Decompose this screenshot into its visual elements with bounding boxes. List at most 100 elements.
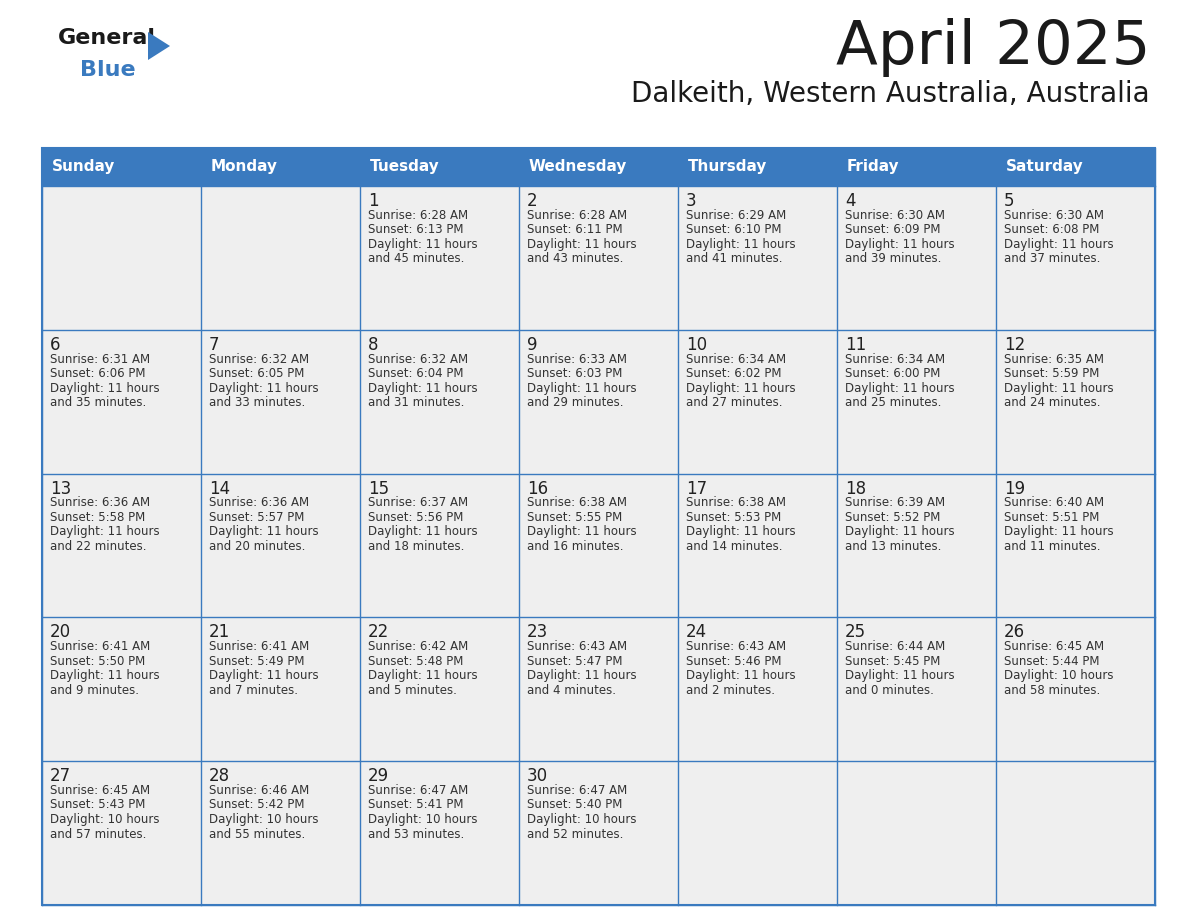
Text: Sunset: 5:55 PM: Sunset: 5:55 PM bbox=[527, 511, 623, 524]
Text: 3: 3 bbox=[685, 192, 696, 210]
Text: and 58 minutes.: and 58 minutes. bbox=[1004, 684, 1100, 697]
Text: Sunset: 5:40 PM: Sunset: 5:40 PM bbox=[527, 799, 623, 812]
Text: Sunrise: 6:35 AM: Sunrise: 6:35 AM bbox=[1004, 353, 1104, 365]
Text: and 43 minutes.: and 43 minutes. bbox=[527, 252, 624, 265]
Text: April 2025: April 2025 bbox=[835, 18, 1150, 77]
Text: and 13 minutes.: and 13 minutes. bbox=[845, 540, 941, 553]
Bar bbox=[996, 618, 1155, 761]
Text: Sunset: 6:03 PM: Sunset: 6:03 PM bbox=[527, 367, 623, 380]
Text: Sunrise: 6:45 AM: Sunrise: 6:45 AM bbox=[50, 784, 150, 797]
Text: Sunset: 6:00 PM: Sunset: 6:00 PM bbox=[845, 367, 941, 380]
Text: and 35 minutes.: and 35 minutes. bbox=[50, 396, 146, 409]
Text: 18: 18 bbox=[845, 479, 866, 498]
Text: General: General bbox=[58, 28, 156, 48]
Text: 14: 14 bbox=[209, 479, 230, 498]
Text: Daylight: 11 hours: Daylight: 11 hours bbox=[209, 382, 318, 395]
Bar bbox=[42, 186, 201, 330]
Text: 19: 19 bbox=[1004, 479, 1025, 498]
Text: Sunset: 5:57 PM: Sunset: 5:57 PM bbox=[209, 511, 304, 524]
Bar bbox=[360, 618, 519, 761]
Text: Sunrise: 6:34 AM: Sunrise: 6:34 AM bbox=[685, 353, 786, 365]
Bar bbox=[42, 761, 201, 905]
Text: Sunrise: 6:40 AM: Sunrise: 6:40 AM bbox=[1004, 497, 1104, 509]
Text: Sunrise: 6:28 AM: Sunrise: 6:28 AM bbox=[368, 208, 468, 222]
Text: 9: 9 bbox=[527, 336, 537, 353]
Text: and 16 minutes.: and 16 minutes. bbox=[527, 540, 624, 553]
Text: and 53 minutes.: and 53 minutes. bbox=[368, 827, 465, 841]
Text: Sunrise: 6:37 AM: Sunrise: 6:37 AM bbox=[368, 497, 468, 509]
Text: Sunset: 5:50 PM: Sunset: 5:50 PM bbox=[50, 655, 145, 667]
Text: Daylight: 11 hours: Daylight: 11 hours bbox=[527, 669, 637, 682]
Text: Daylight: 11 hours: Daylight: 11 hours bbox=[368, 382, 478, 395]
Bar bbox=[838, 474, 996, 618]
Bar bbox=[42, 148, 1155, 905]
Text: Blue: Blue bbox=[80, 60, 135, 80]
Text: Sunrise: 6:41 AM: Sunrise: 6:41 AM bbox=[50, 640, 150, 654]
Text: and 27 minutes.: and 27 minutes. bbox=[685, 396, 783, 409]
Text: Daylight: 11 hours: Daylight: 11 hours bbox=[368, 238, 478, 251]
Text: Sunset: 5:51 PM: Sunset: 5:51 PM bbox=[1004, 511, 1099, 524]
Text: and 41 minutes.: and 41 minutes. bbox=[685, 252, 783, 265]
Bar bbox=[519, 618, 678, 761]
Text: Daylight: 11 hours: Daylight: 11 hours bbox=[209, 525, 318, 538]
Text: Sunrise: 6:30 AM: Sunrise: 6:30 AM bbox=[845, 208, 944, 222]
Text: Daylight: 11 hours: Daylight: 11 hours bbox=[50, 525, 159, 538]
Text: Daylight: 11 hours: Daylight: 11 hours bbox=[527, 238, 637, 251]
Text: and 57 minutes.: and 57 minutes. bbox=[50, 827, 146, 841]
Text: 22: 22 bbox=[368, 623, 390, 642]
Text: Sunrise: 6:38 AM: Sunrise: 6:38 AM bbox=[685, 497, 786, 509]
Text: Sunset: 5:45 PM: Sunset: 5:45 PM bbox=[845, 655, 941, 667]
Text: 17: 17 bbox=[685, 479, 707, 498]
Text: Sunset: 6:09 PM: Sunset: 6:09 PM bbox=[845, 223, 941, 236]
Bar bbox=[519, 186, 678, 330]
Text: Sunset: 6:02 PM: Sunset: 6:02 PM bbox=[685, 367, 782, 380]
Text: 25: 25 bbox=[845, 623, 866, 642]
Text: Daylight: 11 hours: Daylight: 11 hours bbox=[685, 382, 796, 395]
Text: Sunset: 6:05 PM: Sunset: 6:05 PM bbox=[209, 367, 304, 380]
Bar bbox=[519, 474, 678, 618]
Text: Sunrise: 6:43 AM: Sunrise: 6:43 AM bbox=[685, 640, 786, 654]
Bar bbox=[42, 148, 1155, 186]
Text: Daylight: 11 hours: Daylight: 11 hours bbox=[209, 669, 318, 682]
Text: Sunrise: 6:39 AM: Sunrise: 6:39 AM bbox=[845, 497, 946, 509]
Text: and 20 minutes.: and 20 minutes. bbox=[209, 540, 305, 553]
Bar bbox=[996, 474, 1155, 618]
Text: 11: 11 bbox=[845, 336, 866, 353]
Text: and 37 minutes.: and 37 minutes. bbox=[1004, 252, 1100, 265]
Text: and 29 minutes.: and 29 minutes. bbox=[527, 396, 624, 409]
Text: Daylight: 11 hours: Daylight: 11 hours bbox=[50, 382, 159, 395]
Text: Sunrise: 6:32 AM: Sunrise: 6:32 AM bbox=[209, 353, 309, 365]
Text: 30: 30 bbox=[527, 767, 548, 785]
Bar bbox=[996, 186, 1155, 330]
Text: Sunrise: 6:41 AM: Sunrise: 6:41 AM bbox=[209, 640, 309, 654]
Text: and 33 minutes.: and 33 minutes. bbox=[209, 396, 305, 409]
Text: Sunday: Sunday bbox=[52, 160, 115, 174]
Text: Daylight: 11 hours: Daylight: 11 hours bbox=[1004, 238, 1113, 251]
Text: Sunrise: 6:30 AM: Sunrise: 6:30 AM bbox=[1004, 208, 1104, 222]
Text: Daylight: 11 hours: Daylight: 11 hours bbox=[527, 525, 637, 538]
Text: 1: 1 bbox=[368, 192, 379, 210]
Bar bbox=[838, 186, 996, 330]
Text: Friday: Friday bbox=[847, 160, 899, 174]
Bar bbox=[360, 474, 519, 618]
Bar bbox=[996, 761, 1155, 905]
Text: Sunset: 5:53 PM: Sunset: 5:53 PM bbox=[685, 511, 782, 524]
Text: Daylight: 11 hours: Daylight: 11 hours bbox=[685, 238, 796, 251]
Text: and 22 minutes.: and 22 minutes. bbox=[50, 540, 146, 553]
Bar bbox=[360, 330, 519, 474]
Text: Sunrise: 6:45 AM: Sunrise: 6:45 AM bbox=[1004, 640, 1104, 654]
Text: Daylight: 11 hours: Daylight: 11 hours bbox=[368, 525, 478, 538]
Text: Sunrise: 6:42 AM: Sunrise: 6:42 AM bbox=[368, 640, 468, 654]
Text: Daylight: 11 hours: Daylight: 11 hours bbox=[527, 382, 637, 395]
Text: and 0 minutes.: and 0 minutes. bbox=[845, 684, 934, 697]
Text: and 24 minutes.: and 24 minutes. bbox=[1004, 396, 1100, 409]
Bar bbox=[678, 474, 838, 618]
Text: and 7 minutes.: and 7 minutes. bbox=[209, 684, 298, 697]
Text: and 14 minutes.: and 14 minutes. bbox=[685, 540, 783, 553]
Bar bbox=[838, 330, 996, 474]
Text: and 52 minutes.: and 52 minutes. bbox=[527, 827, 624, 841]
Text: Sunrise: 6:46 AM: Sunrise: 6:46 AM bbox=[209, 784, 309, 797]
Text: Wednesday: Wednesday bbox=[529, 160, 627, 174]
Text: 16: 16 bbox=[527, 479, 548, 498]
Text: Sunset: 5:59 PM: Sunset: 5:59 PM bbox=[1004, 367, 1099, 380]
